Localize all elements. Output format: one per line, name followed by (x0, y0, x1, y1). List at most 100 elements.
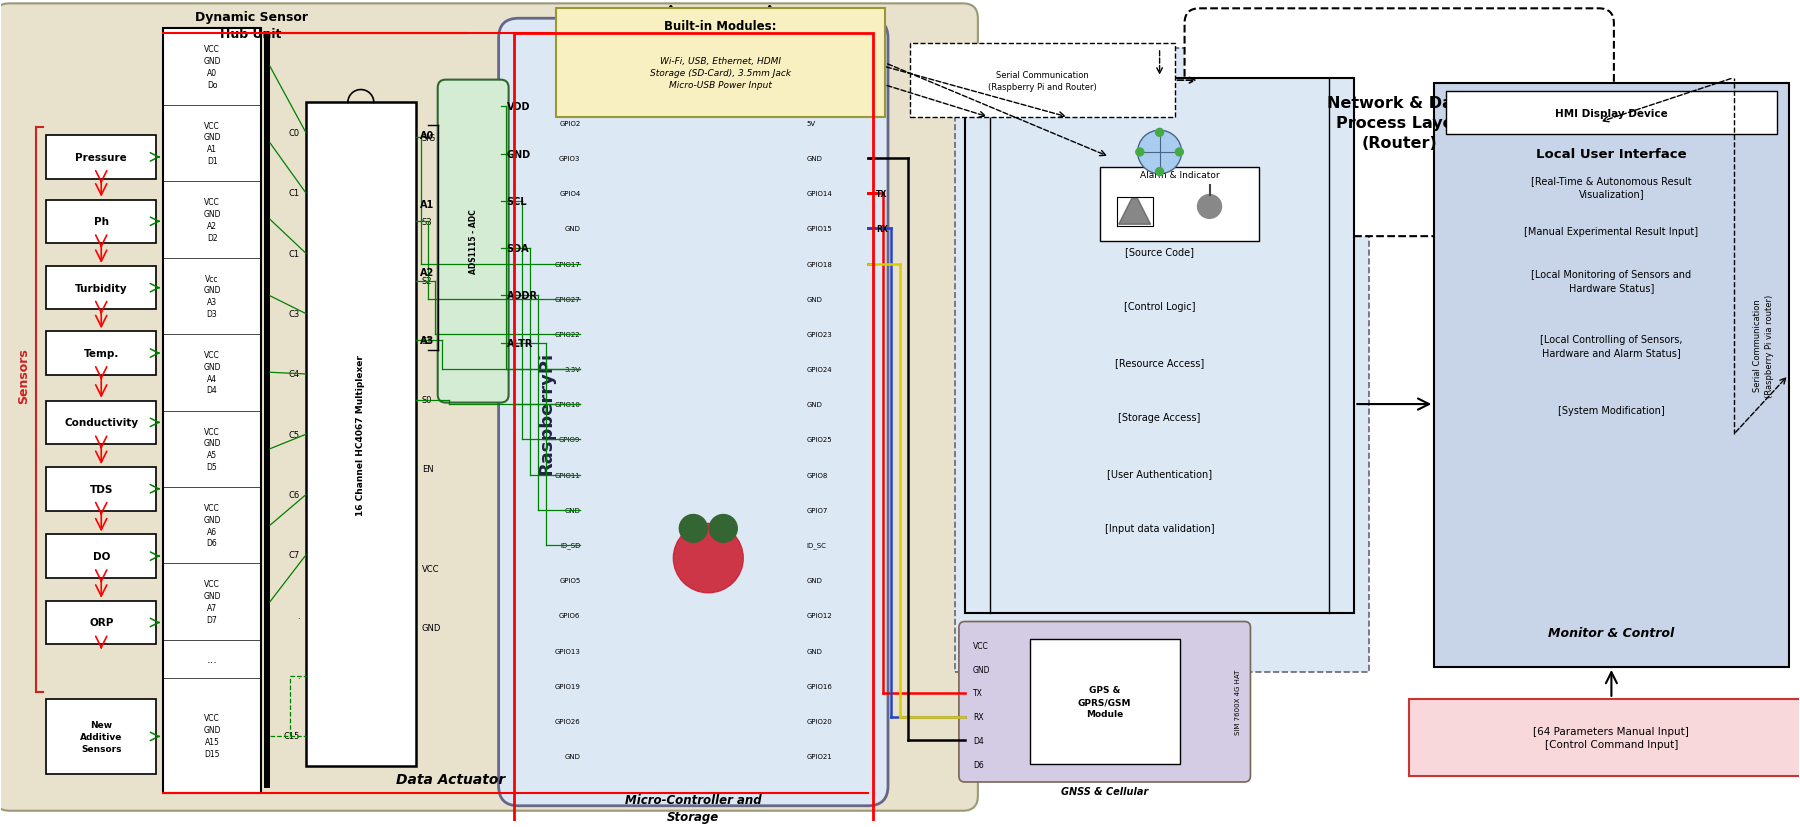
Text: SDA: SDA (506, 244, 529, 254)
Text: A3: A3 (419, 336, 434, 346)
Text: TDS: TDS (90, 484, 113, 495)
Bar (47, 401, 157, 445)
Text: HMI Display Device: HMI Display Device (1555, 109, 1669, 119)
Text: GPIO27: GPIO27 (554, 296, 580, 303)
Text: S0: S0 (421, 395, 432, 404)
Bar (265, 34, 270, 788)
Circle shape (679, 515, 707, 543)
Text: GPIO18: GPIO18 (806, 261, 832, 267)
Text: [64 Parameters Manual Input]
[Control Command Input]: [64 Parameters Manual Input] [Control Co… (1534, 726, 1690, 749)
Circle shape (1156, 169, 1163, 176)
Text: GND: GND (565, 226, 580, 232)
Text: A1: A1 (419, 199, 434, 209)
Text: Monitor & Control: Monitor & Control (1548, 626, 1674, 639)
Bar (47, 699, 157, 774)
Text: GPIO17: GPIO17 (554, 261, 580, 267)
Text: C3: C3 (288, 310, 301, 318)
Text: VCC
GND
A5
D5: VCC GND A5 D5 (203, 427, 221, 471)
Text: S3: S3 (421, 218, 432, 227)
Bar (164, 29, 261, 793)
Text: A2: A2 (419, 267, 434, 278)
Text: C0: C0 (288, 129, 301, 138)
Bar (556, 9, 886, 118)
Text: VCC: VCC (421, 564, 439, 573)
Text: GPIO7: GPIO7 (806, 507, 828, 514)
Bar (47, 136, 157, 179)
Text: Ph: Ph (94, 217, 108, 227)
FancyBboxPatch shape (0, 4, 977, 810)
Text: GND: GND (806, 402, 823, 408)
Bar (1100, 168, 1260, 241)
Bar (306, 103, 416, 766)
Text: Program Core: Program Core (970, 55, 1037, 65)
FancyBboxPatch shape (1184, 9, 1615, 237)
Text: RX: RX (877, 225, 887, 233)
Text: .: . (297, 611, 301, 620)
Text: 5V: 5V (806, 85, 815, 92)
Text: TX: TX (972, 689, 983, 697)
Text: GPIO23: GPIO23 (806, 332, 832, 337)
Text: Serial Communication
(Raspberry Pi and Router): Serial Communication (Raspberry Pi and R… (988, 70, 1096, 92)
Text: C1: C1 (288, 189, 301, 198)
Text: GPIO5: GPIO5 (560, 577, 580, 584)
Bar (1435, 84, 1789, 667)
Text: C7: C7 (288, 551, 301, 560)
Text: GPIO20: GPIO20 (806, 718, 832, 724)
Text: EN: EN (421, 465, 434, 474)
Text: S2: S2 (421, 277, 432, 286)
Text: Conductivity: Conductivity (65, 418, 139, 428)
Bar (47, 601, 157, 644)
Text: GPIO8: GPIO8 (806, 472, 828, 478)
Text: [Source Code]: [Source Code] (1125, 246, 1193, 256)
Text: SCL: SCL (506, 197, 527, 207)
Text: A0: A0 (419, 131, 434, 141)
Text: [System Modification]: [System Modification] (1559, 405, 1665, 415)
Text: GND: GND (421, 624, 441, 632)
Text: Data Actuator: Data Actuator (396, 772, 506, 786)
FancyBboxPatch shape (959, 622, 1251, 782)
Bar (513, 34, 873, 827)
Text: GND: GND (806, 296, 823, 303)
Text: [Local Controlling of Sensors,
Hardware and Alarm Status]: [Local Controlling of Sensors, Hardware … (1541, 334, 1683, 357)
Circle shape (1197, 195, 1222, 219)
Circle shape (1138, 131, 1181, 174)
Bar (47, 200, 157, 244)
Text: C6: C6 (288, 490, 301, 500)
Text: Wi-Fi, USB, Ethernet, HDMI
Storage (SD-Card), 3.5mm Jack
Micro-USB Power Input: Wi-Fi, USB, Ethernet, HDMI Storage (SD-C… (650, 57, 790, 90)
Text: [Storage Access]: [Storage Access] (1118, 413, 1201, 423)
Text: GPIO4: GPIO4 (560, 191, 580, 197)
Bar (965, 79, 1354, 613)
Text: GND: GND (806, 577, 823, 584)
Bar (47, 266, 157, 310)
Text: RaspberryPi: RaspberryPi (538, 351, 556, 474)
Circle shape (1136, 149, 1143, 157)
Bar (1445, 92, 1777, 135)
Text: GPIO16: GPIO16 (806, 683, 832, 689)
Text: GPIO11: GPIO11 (554, 472, 580, 478)
Text: 3.3V: 3.3V (565, 85, 580, 92)
Text: VCC
GND
A4
D4: VCC GND A4 D4 (203, 351, 221, 395)
Text: [User Authentication]: [User Authentication] (1107, 468, 1211, 478)
Text: ALTR: ALTR (506, 338, 533, 348)
Text: VCC
GND
A0
Do: VCC GND A0 Do (203, 45, 221, 89)
Text: ID_SD: ID_SD (560, 542, 580, 549)
Text: ADDR: ADDR (506, 291, 538, 301)
Circle shape (673, 523, 743, 593)
Text: GPIO22: GPIO22 (554, 332, 580, 337)
Text: Local User Interface: Local User Interface (1535, 148, 1687, 161)
Text: New
Additive
Sensors: New Additive Sensors (79, 720, 122, 753)
Text: ORP: ORP (88, 618, 113, 628)
Text: GPIO24: GPIO24 (806, 366, 832, 373)
Text: GND: GND (565, 753, 580, 759)
Text: GPS &
GPRS/GSM
Module: GPS & GPRS/GSM Module (1078, 686, 1132, 718)
Text: GNSS & Cellular: GNSS & Cellular (1060, 786, 1148, 796)
Text: C5: C5 (288, 430, 301, 439)
Text: C15: C15 (284, 732, 301, 740)
Text: D4: D4 (972, 736, 983, 745)
Text: SIM 7600X 4G HAT: SIM 7600X 4G HAT (1235, 669, 1242, 734)
FancyBboxPatch shape (437, 80, 509, 403)
Text: Temp.: Temp. (83, 349, 119, 359)
Text: SIG: SIG (421, 133, 436, 142)
Text: GPIO13: GPIO13 (554, 648, 580, 654)
Text: Serial Communication
(Raspberry Pi via router): Serial Communication (Raspberry Pi via r… (1753, 294, 1775, 397)
